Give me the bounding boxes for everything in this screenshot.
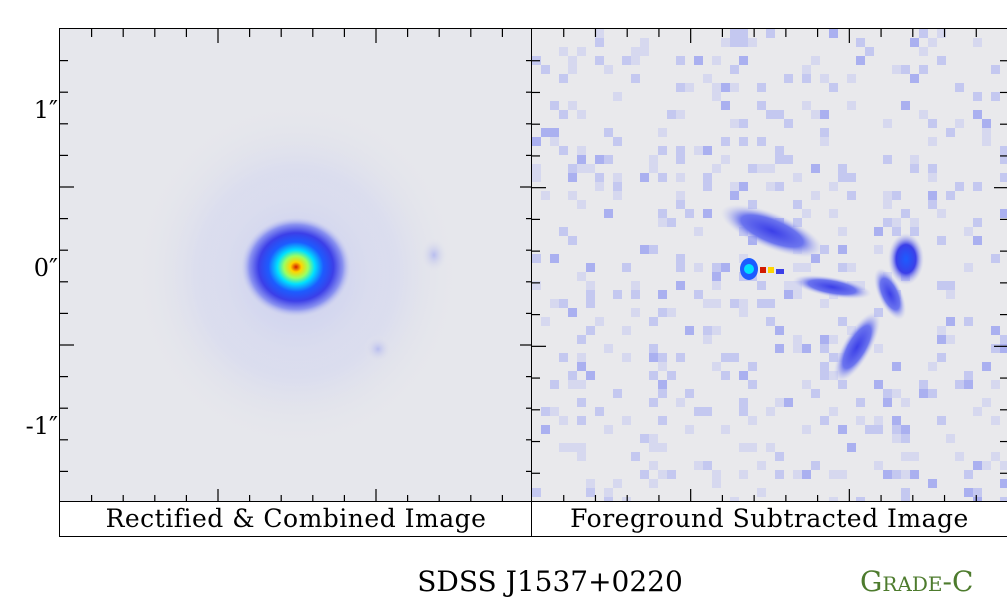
foreground-subtracted-panel — [531, 28, 1007, 502]
right-knot — [888, 233, 924, 285]
rectified-image-panel — [59, 28, 533, 502]
y-tick-label-0: 0″ — [33, 254, 58, 282]
foreground-subtracted-caption: Foreground Subtracted Image — [531, 501, 1007, 537]
upper-arc — [720, 204, 824, 258]
galaxy-core — [241, 217, 351, 317]
grade-label: Grade-C — [860, 565, 974, 598]
rectified-image — [60, 29, 532, 501]
y-tick-label-neg1: -1″ — [25, 412, 58, 440]
lower-arc — [833, 311, 881, 383]
y-tick-label-1: 1″ — [33, 96, 58, 124]
foreground-subtracted-image — [532, 29, 1007, 501]
rectified-image-caption: Rectified & Combined Image — [59, 501, 533, 537]
object-name: SDSS J1537+0220 — [417, 565, 683, 598]
